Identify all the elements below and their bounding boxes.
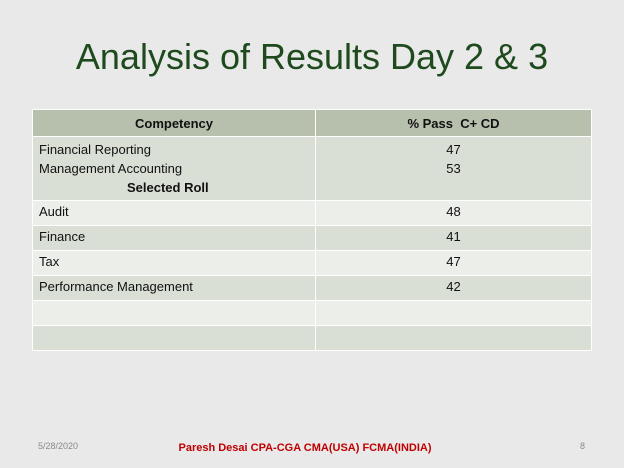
empty-cell: [32, 300, 316, 326]
slide-title: Analysis of Results Day 2 & 3: [75, 36, 549, 77]
header-cell: % Pass C+ CD: [315, 109, 592, 137]
table-cell: 47 53: [315, 136, 592, 201]
table-cell: 42: [315, 275, 592, 301]
table-cell: Finance: [32, 225, 316, 251]
footer-author: Paresh Desai CPA-CGA CMA(USA) FCMA(INDIA…: [178, 442, 432, 454]
cell-line: Financial Reporting: [39, 142, 152, 157]
page-number: 8: [580, 441, 586, 451]
results-table: Competency % Pass C+ CD Financial Report…: [32, 109, 592, 351]
table-cell: 48: [315, 200, 592, 226]
cell-line: 47: [446, 142, 461, 157]
table-row: Finance 41: [32, 225, 592, 251]
table-row: [32, 300, 592, 326]
table-row: Performance Management 42: [32, 275, 592, 301]
empty-cell: [315, 325, 592, 351]
table-cell: 41: [315, 225, 592, 251]
table-cell: Financial Reporting Management Accounting…: [32, 136, 316, 201]
table-row: [32, 325, 592, 351]
cell-line: Selected Roll: [127, 180, 209, 195]
table-cell: Tax: [32, 250, 316, 276]
table-body: Financial Reporting Management Accounting…: [32, 136, 592, 351]
table-cell: 47: [315, 250, 592, 276]
table-row: Audit 48: [32, 200, 592, 226]
header-cell: Competency: [32, 109, 316, 137]
header-row: Competency % Pass C+ CD: [32, 109, 592, 137]
empty-cell: [315, 300, 592, 326]
table-row: Financial Reporting Management Accounting…: [32, 136, 592, 201]
table-header: Competency % Pass C+ CD: [32, 109, 592, 137]
table-cell: Audit: [32, 200, 316, 226]
cell-line: Management Accounting: [39, 161, 183, 176]
empty-cell: [32, 325, 316, 351]
cell-line: 53: [446, 161, 461, 176]
table-cell: Performance Management: [32, 275, 316, 301]
footer-date: 5/28/2020: [38, 441, 79, 451]
table-row: Tax 47: [32, 250, 592, 276]
